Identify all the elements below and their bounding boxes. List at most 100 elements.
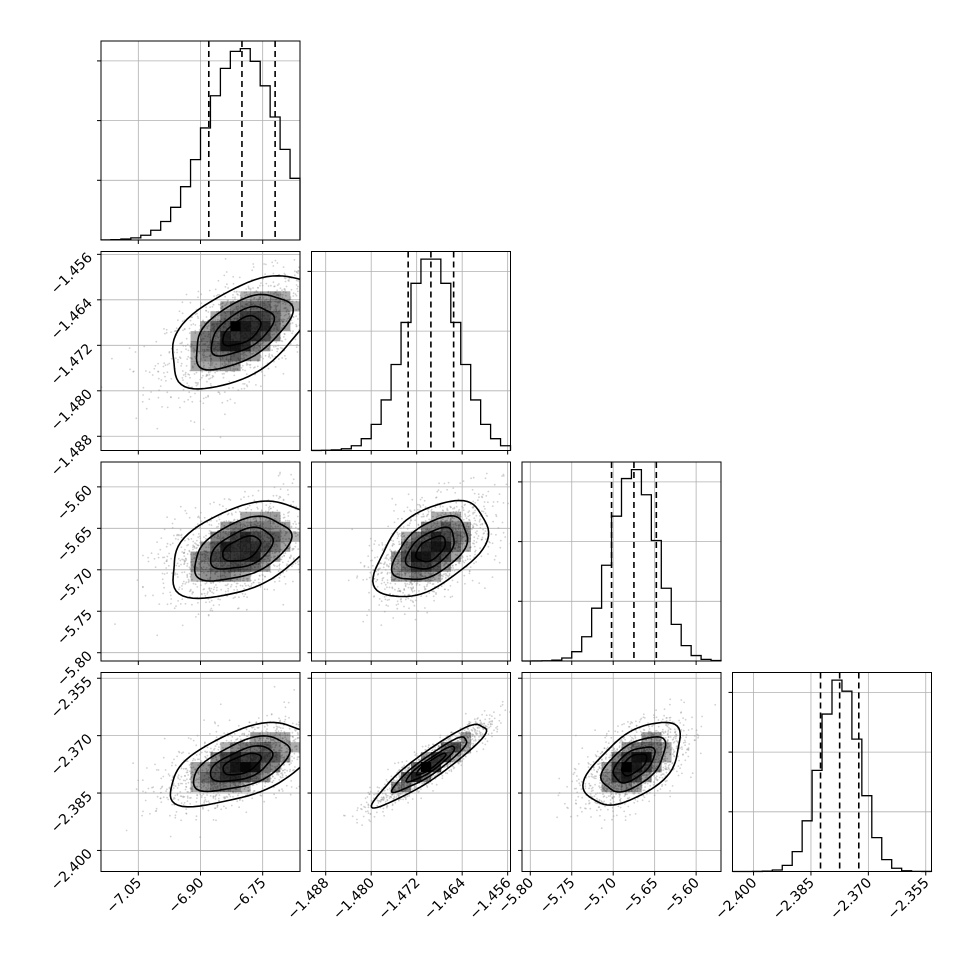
density-cell xyxy=(430,511,442,522)
sample-point xyxy=(279,515,281,517)
sample-point xyxy=(287,310,290,313)
sample-point xyxy=(477,493,480,496)
sample-point xyxy=(491,542,494,545)
sample-point xyxy=(398,589,401,592)
sample-point xyxy=(287,560,290,563)
sample-point xyxy=(193,421,196,424)
sample-point xyxy=(465,539,467,542)
sample-point xyxy=(132,370,135,373)
sample-point xyxy=(397,573,399,575)
sample-point xyxy=(479,547,481,550)
sample-point xyxy=(389,559,392,562)
sample-point xyxy=(278,563,281,566)
sample-point xyxy=(479,523,482,526)
density-cell xyxy=(430,521,442,532)
sample-point xyxy=(293,259,296,261)
sample-point xyxy=(490,533,493,535)
sample-point xyxy=(209,503,212,505)
sample-point xyxy=(393,552,396,554)
sample-point xyxy=(284,552,287,555)
sample-point xyxy=(188,327,191,330)
density-cell xyxy=(401,571,412,582)
sample-point xyxy=(413,509,416,511)
sample-point xyxy=(261,573,264,576)
sample-point xyxy=(165,560,168,563)
sample-point xyxy=(450,519,452,522)
sample-point xyxy=(455,505,458,508)
sample-point xyxy=(206,380,208,383)
sample-point xyxy=(205,373,208,376)
sample-point xyxy=(312,494,314,496)
sample-point xyxy=(305,529,307,531)
sample-point xyxy=(181,585,183,587)
sample-point xyxy=(381,544,384,546)
sample-point xyxy=(420,528,423,531)
sample-point xyxy=(395,573,397,576)
sample-point xyxy=(191,400,194,403)
sample-point xyxy=(426,611,429,614)
sample-point xyxy=(294,545,297,548)
sample-point xyxy=(403,589,406,591)
sample-point xyxy=(198,526,201,529)
sample-point xyxy=(392,565,395,567)
sample-point xyxy=(198,533,200,535)
sample-point xyxy=(153,557,156,560)
sample-point xyxy=(377,568,380,571)
density-cell xyxy=(250,341,261,352)
sample-point xyxy=(201,371,204,373)
sample-point xyxy=(209,364,212,366)
sample-point xyxy=(434,526,437,529)
sample-point xyxy=(238,363,240,366)
sample-point xyxy=(279,471,281,474)
sample-point xyxy=(452,507,454,510)
sample-point xyxy=(241,592,244,595)
panel-frame xyxy=(311,251,511,451)
sample-point xyxy=(240,513,242,516)
sample-point xyxy=(166,542,169,545)
sample-point xyxy=(211,364,213,366)
sample-point xyxy=(495,513,497,516)
sample-point xyxy=(208,544,211,546)
sample-point xyxy=(174,785,177,788)
density-cell xyxy=(220,301,231,312)
sample-point xyxy=(250,579,252,582)
sample-point xyxy=(203,354,206,357)
sample-point xyxy=(217,525,220,528)
sample-point xyxy=(307,770,309,772)
sample-point xyxy=(359,261,361,263)
sample-point xyxy=(157,377,160,380)
sample-point xyxy=(442,575,444,578)
sample-point xyxy=(449,506,452,509)
sample-point xyxy=(161,578,164,581)
sample-point xyxy=(211,609,214,612)
sample-point xyxy=(198,573,200,575)
sample-point xyxy=(295,535,297,538)
sample-point xyxy=(294,520,296,523)
sample-point xyxy=(431,583,434,585)
sample-point xyxy=(242,352,245,355)
density-cell xyxy=(280,541,291,552)
sample-point xyxy=(296,271,298,274)
sample-point xyxy=(243,357,246,359)
sample-point xyxy=(190,345,193,348)
sample-point xyxy=(289,546,291,549)
sample-point xyxy=(207,546,210,549)
sample-point xyxy=(244,529,247,532)
sample-point xyxy=(225,528,228,530)
sample-point xyxy=(194,542,196,545)
sample-point xyxy=(179,528,182,531)
sample-point xyxy=(309,538,311,540)
sample-point xyxy=(202,320,205,323)
sample-point xyxy=(397,562,400,564)
sample-point xyxy=(176,348,179,351)
sample-point xyxy=(484,508,486,510)
sample-point xyxy=(196,383,199,386)
sample-point xyxy=(383,562,386,565)
sample-point xyxy=(458,523,461,526)
contour-0.5sigma xyxy=(371,499,490,598)
sample-point xyxy=(128,347,131,349)
density-cell xyxy=(240,511,251,522)
sample-point xyxy=(279,519,282,522)
sample-point xyxy=(436,520,439,523)
sample-point xyxy=(439,530,441,533)
